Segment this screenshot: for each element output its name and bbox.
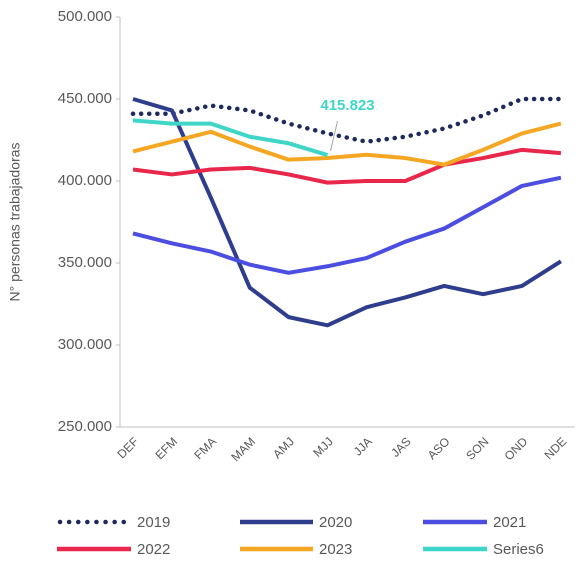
line-series <box>132 97 562 328</box>
line-series <box>132 121 562 167</box>
x-tick-label: EFM <box>152 434 180 462</box>
legend-label: 2019 <box>137 514 170 531</box>
legend-label: 2021 <box>493 514 526 531</box>
legend-label: 2020 <box>319 514 352 531</box>
line-series <box>130 96 564 144</box>
x-tick-label: AMJ <box>270 434 297 461</box>
leader-line <box>330 120 338 152</box>
line-series <box>132 175 562 275</box>
x-tick-label: SON <box>463 434 491 462</box>
x-tick-label: MJJ <box>310 434 335 459</box>
x-tick-label: DEF <box>114 434 141 461</box>
x-tick-label: OND <box>502 434 531 463</box>
line-series <box>132 118 329 157</box>
x-tick-label: JAS <box>388 434 413 459</box>
x-tick-label: ASO <box>425 434 453 462</box>
y-tick-label: 250.000 <box>58 418 112 435</box>
y-axis-label: N° personas trabajadoras <box>7 143 23 302</box>
x-tick-label: NDE <box>541 434 569 462</box>
legend-label: 2022 <box>137 541 170 558</box>
line-series <box>132 147 562 185</box>
y-tick-label: 300.000 <box>58 336 112 353</box>
data-label: 415.823 <box>320 97 374 114</box>
x-tick-label: JJA <box>351 434 375 458</box>
y-tick-label: 450.000 <box>58 90 112 107</box>
y-tick-label: 500.000 <box>58 8 112 25</box>
x-tick-label: FMA <box>191 434 219 462</box>
legend-label: 2023 <box>319 541 352 558</box>
x-tick-label: MAM <box>228 434 258 464</box>
y-tick-label: 400.000 <box>58 172 112 189</box>
legend-label: Series6 <box>493 541 544 558</box>
y-tick-label: 350.000 <box>58 254 112 271</box>
